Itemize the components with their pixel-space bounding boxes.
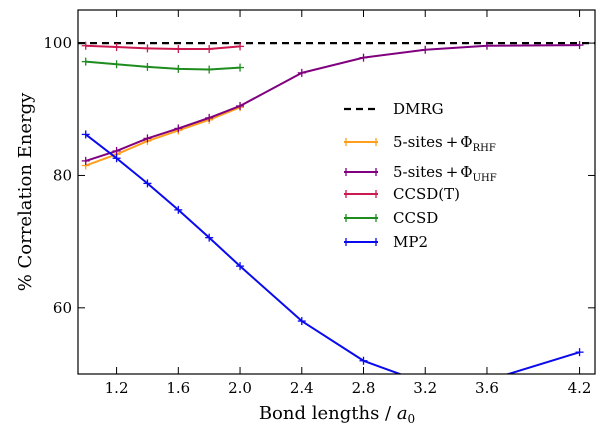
legend-item: 5-sites + ΦUHF <box>344 163 497 184</box>
legend-label: 5-sites + ΦUHF <box>393 163 497 184</box>
data-point <box>174 45 183 54</box>
series-ccsd-t- <box>81 41 245 54</box>
x-tick-label: 2.8 <box>352 379 376 397</box>
data-point <box>143 134 152 143</box>
legend-item: MP2 <box>344 233 428 251</box>
y-tick-label: 100 <box>43 34 72 52</box>
data-point <box>297 317 306 326</box>
data-point <box>81 156 90 165</box>
x-tick-label: 2.4 <box>290 379 314 397</box>
data-point <box>81 130 90 139</box>
x-tick-label: 3.6 <box>475 379 499 397</box>
data-point <box>205 45 214 54</box>
data-point <box>205 65 214 74</box>
data-point <box>482 41 491 50</box>
data-point <box>143 179 152 188</box>
x-tick-label: 1.2 <box>105 379 129 397</box>
data-point <box>174 124 183 133</box>
data-point <box>236 101 245 110</box>
x-axis-title-text: Bond lengths / <box>259 403 397 424</box>
series-5-sites-uhf <box>81 41 584 165</box>
data-point <box>359 53 368 62</box>
x-tick-label: 4.2 <box>568 379 592 397</box>
series-line-ccsd-t- <box>85 44 241 51</box>
y-tick-label: 80 <box>53 166 72 184</box>
x-axis-title: Bond lengths / a0 <box>259 403 415 426</box>
data-point <box>143 44 152 53</box>
x-tick-label: 3.2 <box>413 379 437 397</box>
data-point <box>174 205 183 214</box>
data-point <box>81 57 90 66</box>
data-point <box>81 41 90 50</box>
data-point <box>112 154 121 163</box>
series-line-ccsd <box>85 60 241 71</box>
x-tick-label: 1.6 <box>166 379 190 397</box>
y-tick-label: 60 <box>53 299 72 317</box>
data-point <box>205 233 214 242</box>
x-tick-label: 2.0 <box>228 379 252 397</box>
plot-frame <box>77 9 596 375</box>
legend-item: CCSD(T) <box>344 185 460 203</box>
data-point <box>112 146 121 155</box>
data-point <box>297 68 306 77</box>
data-point <box>359 356 368 365</box>
data-point <box>236 262 245 271</box>
data-point <box>112 43 121 52</box>
data-point <box>112 60 121 69</box>
data-point <box>575 348 584 357</box>
plot-background <box>78 10 595 374</box>
data-point <box>236 42 245 51</box>
series-mp2 <box>81 130 584 374</box>
series-ccsd <box>81 57 245 74</box>
data-point <box>143 62 152 71</box>
legend-item: DMRG <box>344 100 444 118</box>
legend-label: DMRG <box>393 100 444 118</box>
data-point <box>174 64 183 73</box>
legend-label: CCSD <box>393 209 438 227</box>
series-layer <box>78 41 595 374</box>
data-point <box>205 113 214 122</box>
y-axis-title: % Correlation Energy <box>15 92 36 291</box>
x-axis-title-symbol: a <box>397 403 408 424</box>
legend-item: 5-sites + ΦRHF <box>344 133 496 154</box>
legend-label: CCSD(T) <box>393 185 460 203</box>
data-point <box>236 63 245 72</box>
data-point <box>421 45 430 54</box>
x-axis-title-subscript: 0 <box>408 412 416 426</box>
series-line-5-sites-rhf <box>85 106 241 167</box>
legend-label: MP2 <box>393 233 428 251</box>
legend-label: 5-sites + ΦRHF <box>393 133 496 154</box>
ticks-layer: 1.2 1.6 2.0 2.4 2.8 3.2 3.6 4.2 60 80 100 <box>43 10 595 397</box>
data-point <box>575 41 584 50</box>
legend-item: CCSD <box>344 209 438 227</box>
